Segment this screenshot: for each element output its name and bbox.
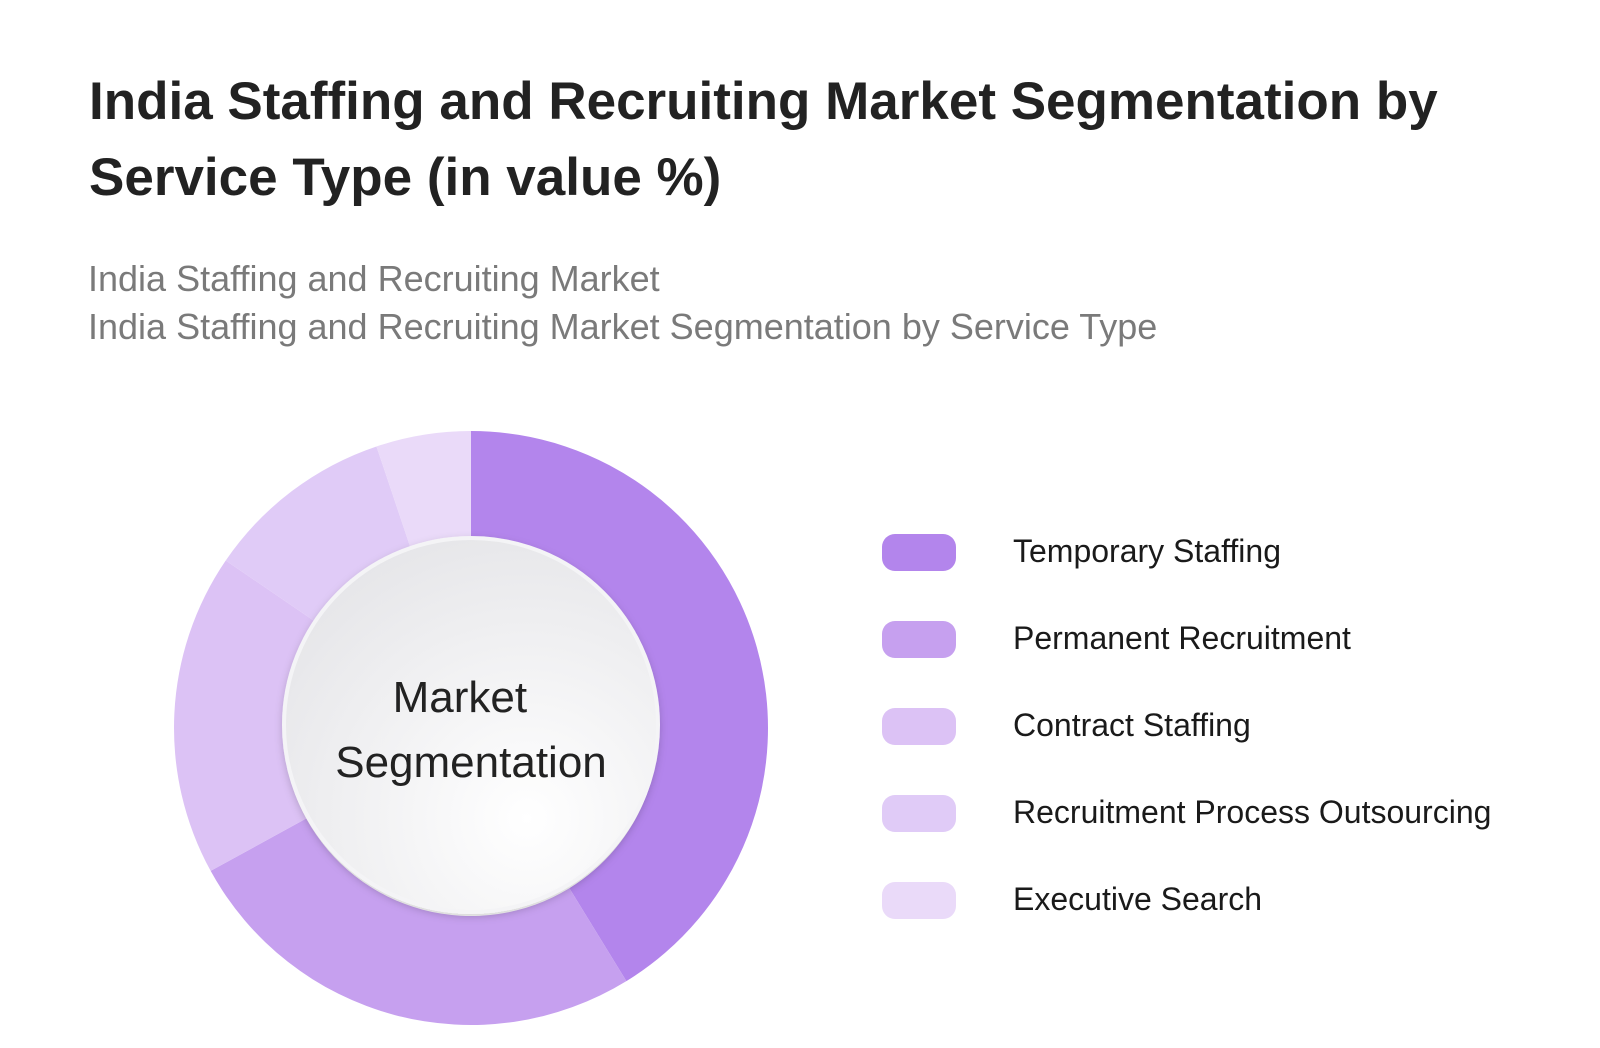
chart-title: India Staffing and Recruiting Market Seg… [89,72,1438,207]
center-label-line-1: Market [393,673,527,722]
legend-item-executive-search: Executive Search [882,863,1582,950]
legend-label: Permanent Recruitment [1013,620,1351,656]
chart-subtitle: India Staffing and Recruiting Market Ind… [88,255,1508,351]
donut-center-disc [282,536,660,914]
legend-item-contract-staffing: Contract Staffing [882,689,1582,776]
legend-label: Temporary Staffing [1013,533,1281,569]
legend-item-permanent-recruitment: Permanent Recruitment [882,602,1582,689]
legend-swatch [882,795,956,832]
donut-slice-executive-search [376,431,471,550]
legend-label: Recruitment Process Outsourcing [1013,794,1492,830]
legend-item-recruitment-process-outsourcing: Recruitment Process Outsourcing [882,776,1582,863]
donut-slice-temporary-staffing [471,431,769,982]
legend-label: Executive Search [1013,881,1263,917]
center-label-line-2: Segmentation [335,738,607,787]
donut-slices [173,431,769,1025]
donut-slice-contract-staffing [173,560,316,871]
center-label: Market Segmentation [335,673,607,787]
legend-swatch [882,882,956,919]
chart-legend: Temporary Staffing Permanent Recruitment C… [882,515,1582,950]
subtitle-line-2: India Staffing and Recruiting Market Seg… [88,306,1158,347]
legend-swatch [882,621,956,658]
legend-swatch [882,534,956,571]
legend-item-temporary-staffing: Temporary Staffing [882,515,1582,602]
legend-label: Contract Staffing [1013,707,1251,743]
donut-slice-permanent-recruitment [210,818,627,1025]
subtitle-line-1: India Staffing and Recruiting Market [88,258,660,299]
donut-slice-recruitment-process-outsourcing [225,446,412,622]
legend-swatch [882,708,956,745]
